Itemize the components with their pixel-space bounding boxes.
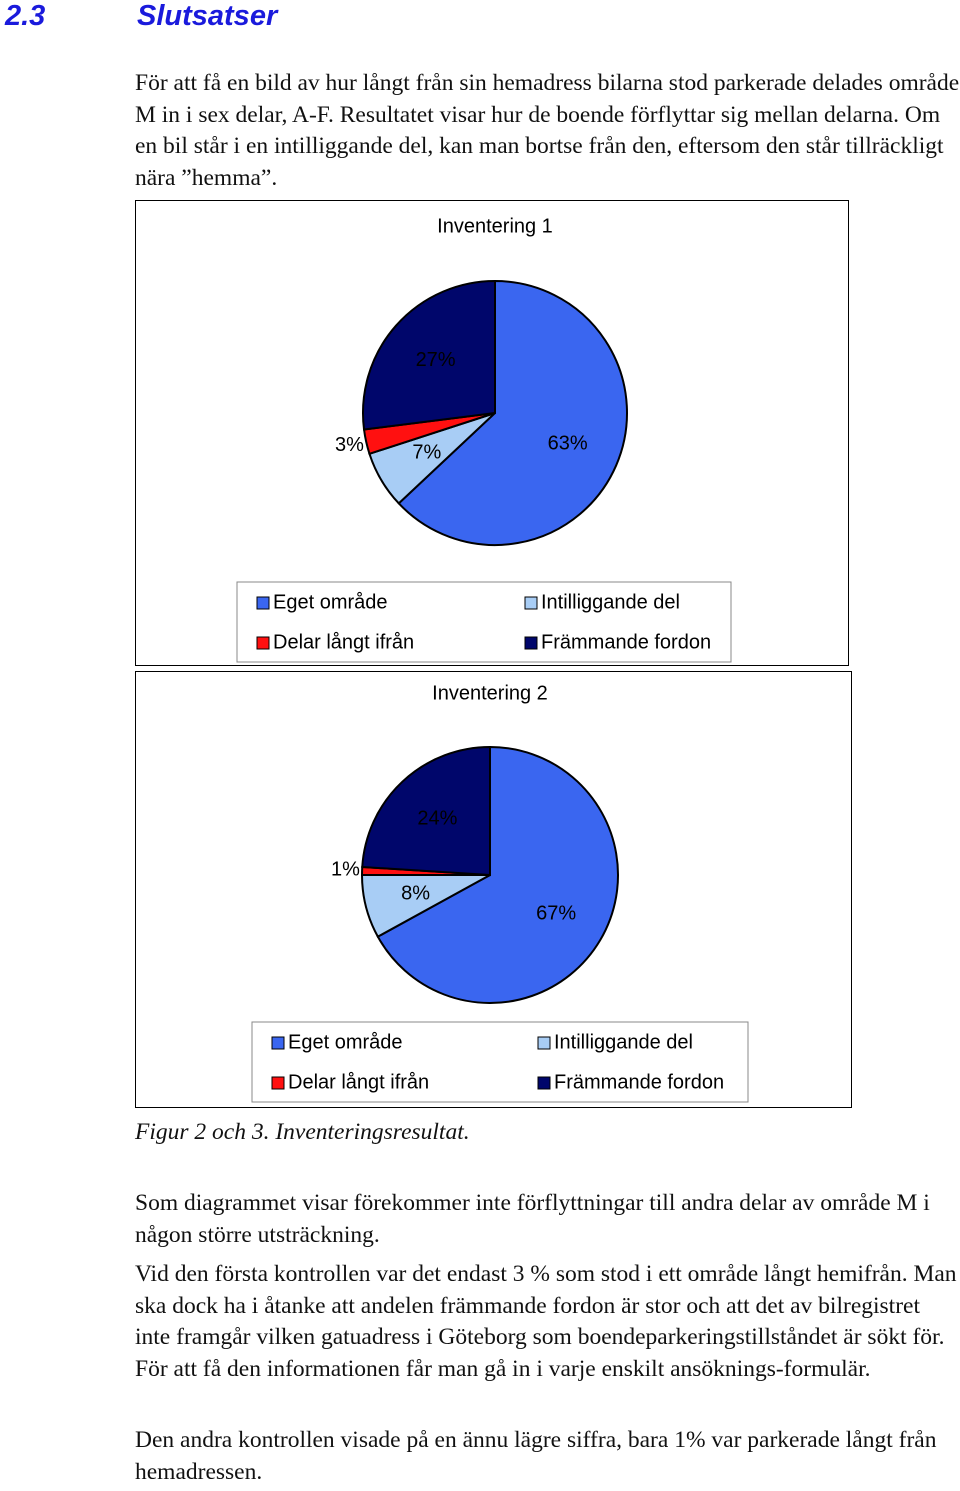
legend-swatch	[271, 1076, 285, 1090]
slice-label: 1%	[331, 859, 360, 881]
legend-swatch	[537, 1036, 551, 1050]
paragraph: Den andra kontrollen visade på en ännu l…	[135, 1427, 937, 1485]
legend-label: Intilliggande del	[554, 1031, 693, 1053]
chart-frame	[135, 200, 849, 666]
legend-swatch	[271, 1036, 285, 1050]
chart: Inventering 2 67% 8% 1% 24% Eget område Intill…	[135, 671, 852, 1108]
legend-label: Främmande fordon	[554, 1071, 724, 1093]
slice-label: 3%	[335, 434, 364, 456]
paragraph: Vid den första kontrollen var det endast…	[135, 1261, 957, 1382]
legend-frame	[251, 1021, 749, 1103]
legend-label: Främmande fordon	[541, 631, 711, 653]
slice-label: 63%	[548, 433, 588, 455]
legend-label: Delar långt ifrån	[288, 1071, 429, 1093]
legend-swatch	[256, 596, 270, 610]
slice-label: 7%	[412, 442, 441, 464]
chart-title: Inventering 1	[437, 215, 553, 237]
pie-slice	[376, 745, 619, 1004]
chart: Inventering 1 63% 7% 3% 27% Eget område Intill…	[135, 200, 849, 666]
legend-label: Intilliggande del	[541, 591, 680, 613]
slice-label: 24%	[417, 807, 457, 829]
heading-number: 2.3	[5, 0, 46, 32]
pie-slice	[362, 279, 496, 431]
heading-title: Slutsatser	[137, 0, 278, 32]
paragraph: För att få en bild av hur långt från sin…	[135, 70, 960, 191]
legend-label: Delar långt ifrån	[273, 631, 414, 653]
paragraph: Som diagrammet visar förekommer inte för…	[135, 1190, 930, 1248]
legend-swatch	[524, 636, 538, 650]
pie-slice	[397, 279, 628, 546]
chart-title: Inventering 2	[432, 682, 548, 704]
legend-swatch	[537, 1076, 551, 1090]
pie-slice	[361, 745, 491, 877]
legend-label: Eget område	[273, 591, 388, 613]
legend-label: Eget område	[288, 1031, 403, 1053]
chart-frame	[135, 671, 852, 1108]
caption: Figur 2 och 3. Inventeringsresultat.	[135, 1119, 470, 1145]
legend-swatch	[524, 596, 538, 610]
legend-frame	[236, 581, 732, 663]
slice-label: 67%	[536, 902, 576, 924]
legend-swatch	[256, 636, 270, 650]
slice-label: 27%	[416, 349, 456, 371]
slice-label: 8%	[401, 882, 430, 904]
